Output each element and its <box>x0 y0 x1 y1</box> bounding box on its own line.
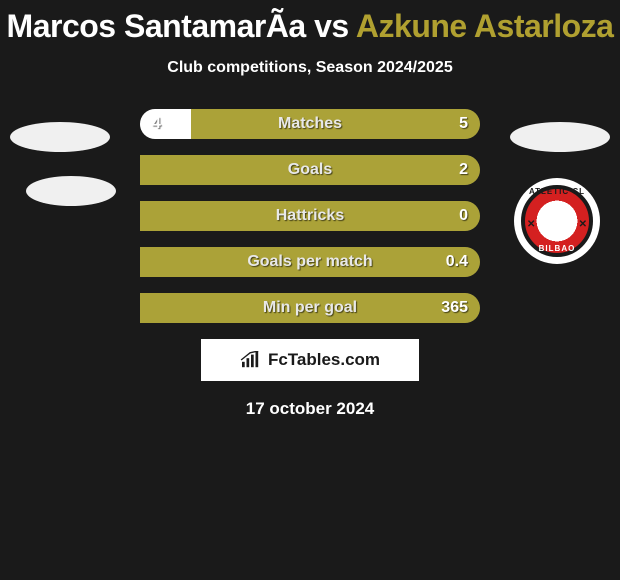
attribution-text: FcTables.com <box>268 350 380 370</box>
stat-row: 4 Matches 5 <box>140 109 480 139</box>
player2-name: Azkune Astarloza <box>356 8 614 44</box>
subtitle: Club competitions, Season 2024/2025 <box>0 59 620 77</box>
date-text: 17 october 2024 <box>0 399 620 419</box>
comparison-title: Marcos SantamarÃ­a vs Azkune Astarloza <box>0 0 620 45</box>
stat-label: Goals per match <box>140 247 480 277</box>
stat-label: Matches <box>140 109 480 139</box>
bar-chart-icon <box>240 351 262 369</box>
player1-name: Marcos SantamarÃ­a <box>7 8 306 44</box>
stat-row: Goals 2 <box>140 155 480 185</box>
stats-chart: 4 Matches 5 Goals 2 Hattricks 0 Goals pe… <box>0 109 620 419</box>
stat-value-right: 5 <box>459 109 468 139</box>
title-vs: vs <box>314 8 349 44</box>
stat-value-right: 2 <box>459 155 468 185</box>
stat-value-right: 0 <box>459 201 468 231</box>
stat-label: Goals <box>140 155 480 185</box>
stat-label: Min per goal <box>140 293 480 323</box>
stat-row: Hattricks 0 <box>140 201 480 231</box>
attribution-box: FcTables.com <box>201 339 419 381</box>
stat-label: Hattricks <box>140 201 480 231</box>
stat-row: Goals per match 0.4 <box>140 247 480 277</box>
stat-value-right: 365 <box>441 293 468 323</box>
stat-row: Min per goal 365 <box>140 293 480 323</box>
stat-value-right: 0.4 <box>446 247 468 277</box>
